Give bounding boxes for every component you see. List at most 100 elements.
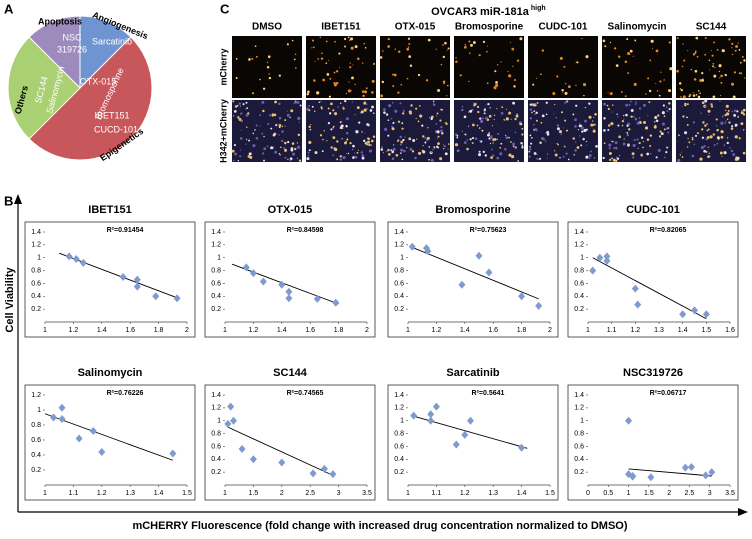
cell bbox=[708, 59, 711, 62]
cell bbox=[261, 100, 265, 104]
cell bbox=[556, 124, 560, 127]
cell bbox=[728, 121, 731, 124]
y-tick-label: 0.6 bbox=[574, 280, 584, 287]
cell bbox=[578, 135, 581, 137]
y-tick-label: 0.6 bbox=[31, 437, 41, 444]
cell bbox=[272, 134, 276, 137]
data-point bbox=[702, 310, 710, 319]
cell bbox=[592, 129, 596, 133]
cell bbox=[281, 125, 284, 128]
cell bbox=[287, 140, 290, 144]
cell bbox=[296, 101, 300, 104]
cell bbox=[279, 154, 281, 156]
cell bbox=[426, 136, 430, 140]
data-point bbox=[98, 448, 106, 456]
cell bbox=[332, 126, 335, 129]
cell bbox=[361, 131, 363, 133]
cell bbox=[684, 131, 688, 135]
cell bbox=[464, 46, 467, 49]
cell bbox=[240, 112, 243, 115]
cell bbox=[239, 137, 243, 140]
cell bbox=[497, 132, 500, 135]
cell bbox=[421, 124, 424, 127]
cell bbox=[367, 137, 370, 141]
cell bbox=[701, 128, 704, 131]
cell bbox=[650, 39, 654, 43]
x-tick-label: 2 bbox=[280, 490, 284, 497]
cell bbox=[496, 138, 498, 140]
cell bbox=[468, 111, 470, 113]
cell bbox=[246, 126, 248, 128]
y-tick-label: 0.6 bbox=[211, 280, 221, 287]
cell bbox=[330, 102, 333, 106]
cell bbox=[625, 103, 629, 107]
cell bbox=[432, 149, 434, 151]
x-tick-label: 3 bbox=[708, 490, 712, 497]
cell bbox=[584, 119, 587, 123]
cell bbox=[588, 102, 591, 105]
cell bbox=[286, 113, 290, 117]
cell bbox=[564, 82, 567, 85]
cell bbox=[280, 139, 284, 143]
cell bbox=[440, 63, 443, 66]
cell bbox=[731, 42, 734, 46]
cell bbox=[436, 112, 439, 115]
cell bbox=[657, 114, 660, 117]
cell bbox=[584, 106, 587, 109]
cell bbox=[320, 107, 323, 110]
cell bbox=[585, 55, 589, 59]
cell bbox=[291, 142, 295, 145]
cell bbox=[493, 118, 495, 121]
cell bbox=[561, 89, 564, 92]
micrograph bbox=[232, 100, 302, 162]
cell bbox=[666, 146, 669, 149]
cell bbox=[508, 111, 512, 115]
cell bbox=[519, 37, 523, 41]
x-tick-label: 1.3 bbox=[654, 327, 664, 334]
cell bbox=[259, 114, 262, 117]
cell bbox=[716, 142, 719, 145]
cell bbox=[654, 116, 658, 119]
cell bbox=[576, 146, 580, 149]
cell bbox=[501, 106, 504, 109]
cell bbox=[385, 150, 388, 153]
cell bbox=[696, 132, 699, 135]
cell bbox=[436, 137, 438, 140]
cell bbox=[445, 122, 448, 126]
x-tick-label: 0.5 bbox=[603, 490, 613, 497]
cell bbox=[565, 152, 568, 155]
cell bbox=[556, 143, 558, 145]
cell bbox=[242, 103, 245, 106]
cell bbox=[660, 132, 664, 136]
y-tick-label: 1.2 bbox=[574, 242, 584, 249]
cell bbox=[716, 48, 719, 51]
panel-label: B bbox=[4, 193, 13, 208]
x-tick-label: 1.2 bbox=[69, 327, 79, 334]
trend-line bbox=[227, 426, 334, 476]
cell bbox=[655, 156, 658, 159]
x-tick-label: 1.4 bbox=[517, 490, 527, 497]
cell bbox=[627, 72, 630, 74]
x-tick-label: 1.6 bbox=[305, 327, 315, 334]
data-point bbox=[173, 294, 181, 303]
cell bbox=[642, 141, 644, 143]
cell bbox=[447, 47, 450, 50]
data-point bbox=[518, 443, 526, 452]
cell bbox=[335, 70, 339, 73]
y-tick-label: 0.4 bbox=[394, 456, 404, 463]
cell bbox=[394, 109, 398, 113]
cell bbox=[514, 146, 517, 149]
imaging-title: OVCAR3 miR-181a bbox=[431, 6, 530, 18]
cell bbox=[529, 103, 533, 106]
cell bbox=[594, 112, 597, 116]
cell bbox=[592, 123, 595, 126]
cell bbox=[697, 90, 700, 92]
cell bbox=[487, 133, 490, 137]
cell bbox=[573, 154, 575, 156]
cell bbox=[545, 101, 548, 104]
data-point bbox=[631, 284, 639, 293]
cell bbox=[289, 116, 291, 119]
cell bbox=[286, 43, 289, 46]
cell bbox=[735, 44, 739, 48]
cell bbox=[240, 129, 242, 131]
